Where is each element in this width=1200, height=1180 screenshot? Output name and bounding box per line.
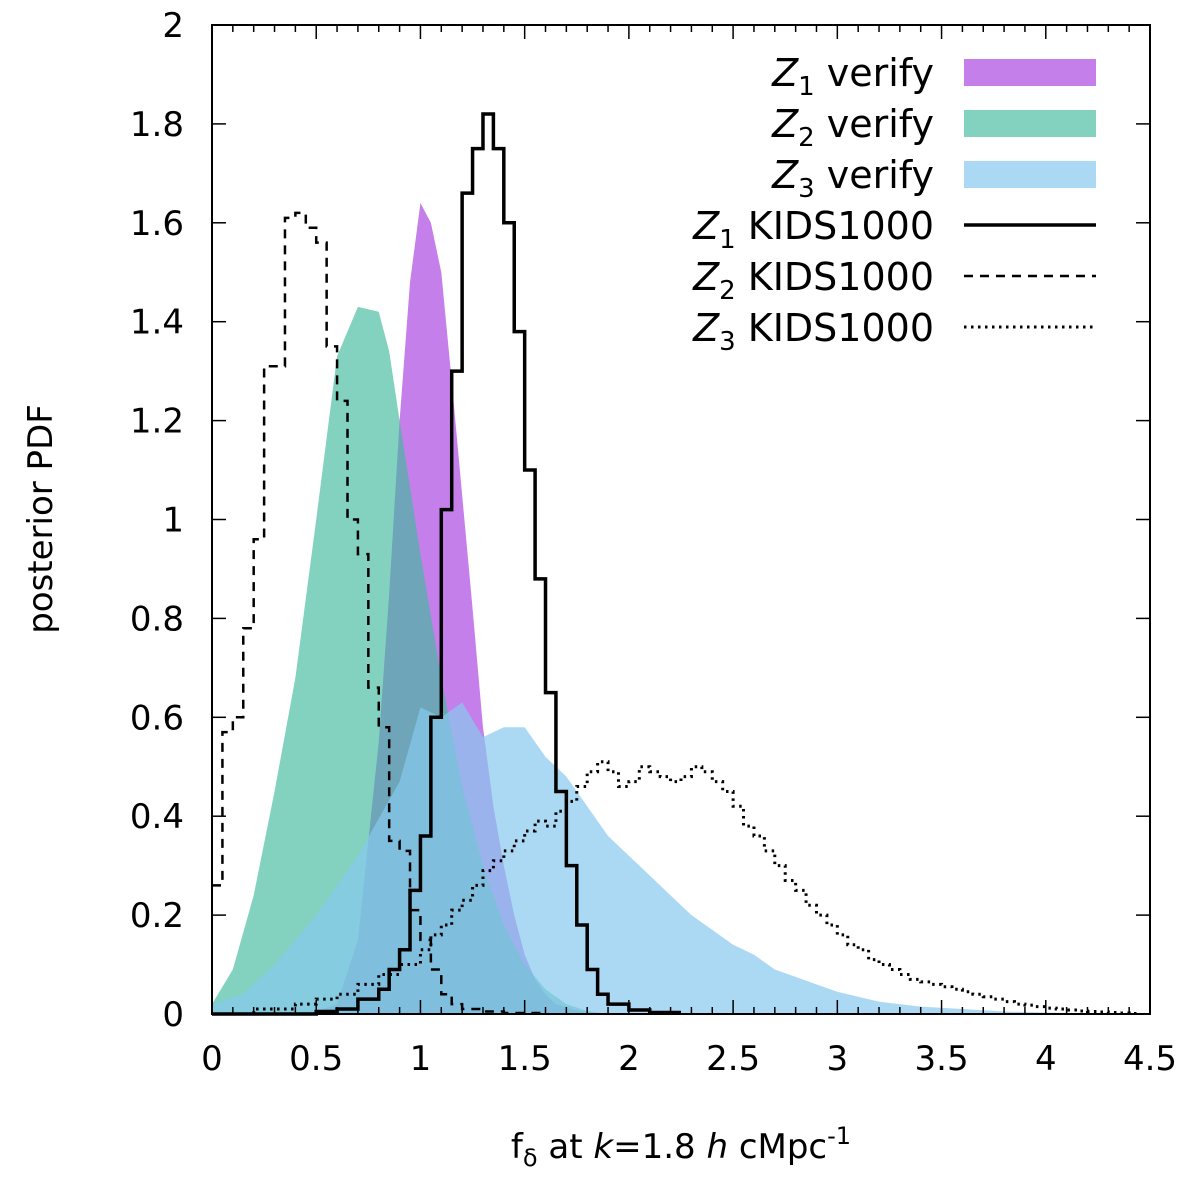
y-tick-label: 0.4 [130, 797, 184, 837]
x-axis-title-base: f [511, 1127, 524, 1167]
y-tick-label: 1.8 [130, 105, 184, 145]
legend-swatch [964, 110, 1096, 137]
legend-item-6: Z3 KIDS1000 [692, 306, 1096, 357]
x-axis-title-unit: cMpc [728, 1127, 827, 1167]
series-4-step-line [212, 112, 681, 1016]
legend-label-sub: 2 [719, 276, 736, 306]
plot-fills [212, 203, 1109, 1014]
legend-label-sub: 2 [798, 123, 815, 153]
legend-swatch [964, 161, 1096, 188]
legend-swatch [964, 59, 1096, 86]
legend-label: Z3 KIDS1000 [692, 306, 934, 357]
legend-label-symbol: Z [771, 102, 799, 146]
legend-item-2: Z2 verify [771, 102, 1096, 153]
legend-label-sub: 3 [719, 327, 736, 357]
x-tick-label: 2.5 [706, 1039, 760, 1079]
legend-label-symbol: Z [692, 255, 720, 299]
plot-lines [212, 112, 1140, 1016]
x-tick-label: 3 [827, 1039, 849, 1079]
series-2-fill [212, 306, 609, 1014]
x-tick-label: 0.5 [289, 1039, 343, 1079]
y-axis-title: posterior PDF [21, 404, 61, 634]
legend-label-symbol: Z [692, 204, 720, 248]
x-axis-title-mid: at [538, 1127, 594, 1167]
legend-label-symbol: Z [771, 153, 799, 197]
legend-label-symbol: Z [692, 306, 720, 350]
legend-item-5: Z2 KIDS1000 [692, 255, 1096, 306]
legend-item-4: Z1 KIDS1000 [692, 204, 1096, 255]
y-tick-label: 0.8 [130, 599, 184, 639]
legend-label-sub: 3 [798, 174, 815, 204]
y-tick-label: 0 [162, 995, 184, 1035]
legend-label: Z1 KIDS1000 [692, 204, 934, 255]
legend-label-sub: 1 [719, 225, 736, 255]
legend-label-rest: KIDS1000 [736, 204, 934, 248]
x-axis-title-sup: -1 [827, 1122, 851, 1150]
y-tick-labels: 0 0.2 0.4 0.6 0.8 1 1.2 1.4 1.6 1.8 2 [130, 6, 184, 1035]
legend-label-sub: 1 [798, 72, 815, 102]
y-tick-label: 1.2 [130, 402, 184, 442]
legend-label-symbol: Z [771, 51, 799, 95]
x-tick-label: 3.5 [915, 1039, 969, 1079]
x-tick-labels: 0 0.5 1 1.5 2 2.5 3 3.5 4 4.5 [201, 1039, 1177, 1079]
series-5-step-line [212, 211, 546, 1015]
legend-label-rest: verify [815, 51, 934, 95]
legend-item-1: Z1 verify [771, 51, 1096, 102]
y-tick-label: 1.6 [130, 204, 184, 244]
legend-label-rest: verify [815, 153, 934, 197]
legend-item-3: Z3 verify [771, 153, 1096, 204]
legend-label: Z2 KIDS1000 [692, 255, 934, 306]
axis-ticks [211, 24, 1151, 1015]
x-tick-label: 4 [1035, 1039, 1057, 1079]
legend-label: Z3 verify [771, 153, 934, 204]
x-tick-label: 2 [618, 1039, 640, 1079]
legend-label-rest: KIDS1000 [736, 306, 934, 350]
x-axis-title-sub: δ [523, 1144, 538, 1172]
y-tick-label: 2 [162, 6, 184, 46]
legend-label: Z2 verify [771, 102, 934, 153]
y-tick-label: 1.4 [130, 303, 184, 343]
x-tick-label: 0 [201, 1039, 223, 1079]
series-1-fill [253, 203, 609, 1014]
x-tick-label: 4.5 [1123, 1039, 1177, 1079]
x-tick-label: 1 [410, 1039, 432, 1079]
x-axis-title-k: k [593, 1127, 614, 1167]
x-axis-title: fδ at k=1.8 h cMpc-1 [511, 1122, 851, 1172]
legend-label-rest: verify [815, 102, 934, 146]
x-axis-title-h: h [706, 1127, 728, 1167]
y-tick-label: 0.2 [130, 896, 184, 936]
y-tick-label: 0.6 [130, 698, 184, 738]
legend-label: Z1 verify [771, 51, 934, 102]
x-axis-title-eq: =1.8 [613, 1127, 706, 1167]
x-tick-label: 1.5 [498, 1039, 552, 1079]
legend-label-rest: KIDS1000 [736, 255, 934, 299]
y-tick-label: 1 [162, 501, 184, 541]
